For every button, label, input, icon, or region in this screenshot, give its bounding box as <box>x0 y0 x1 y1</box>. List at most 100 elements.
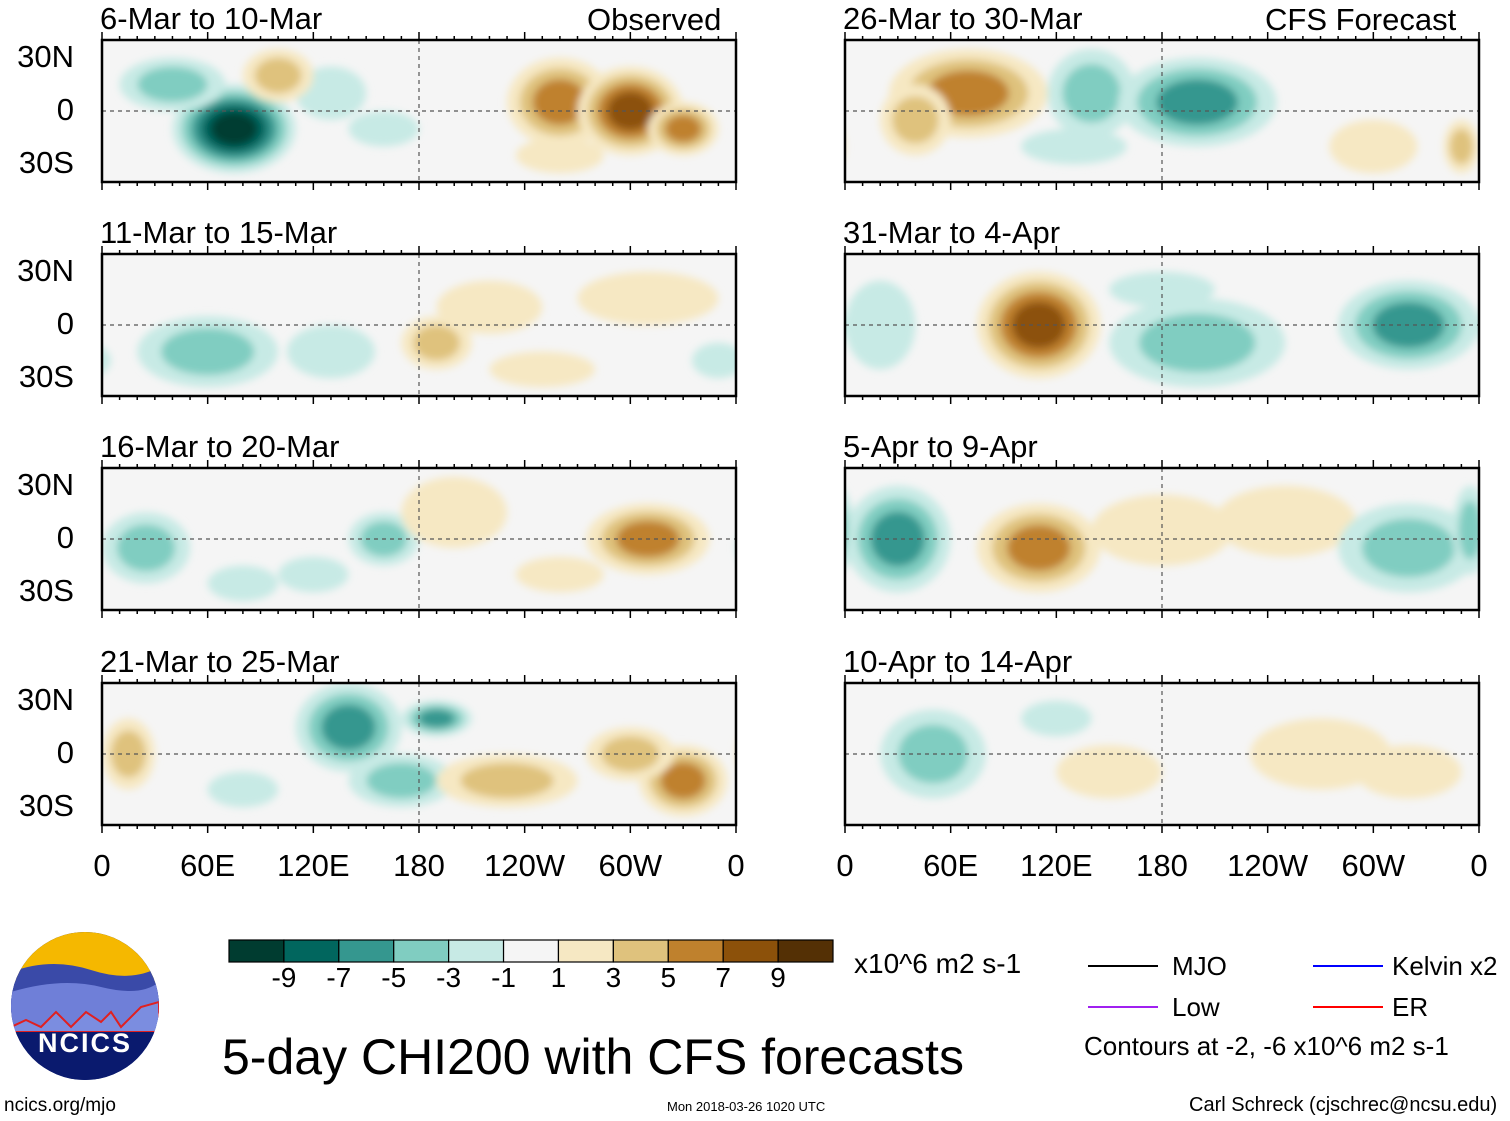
anomaly-region <box>810 120 845 173</box>
anomaly-region <box>295 66 367 120</box>
panel-title: 16-Mar to 20-Mar <box>100 429 340 464</box>
map-panel <box>100 675 789 833</box>
anomaly-region <box>210 111 258 146</box>
anomaly-region <box>1214 485 1356 557</box>
colorbar-label: -3 <box>436 962 462 993</box>
anomaly-region <box>515 137 604 174</box>
anomaly-region <box>745 731 780 778</box>
anomaly-region <box>1056 745 1162 799</box>
anomaly-region <box>1021 128 1127 165</box>
x-tick-label: 120E <box>277 848 350 883</box>
x-tick-label: 0 <box>93 848 111 883</box>
y-tick-label: 30S <box>18 573 74 609</box>
anomaly-region <box>845 491 854 569</box>
x-tick-label: 180 <box>393 848 445 883</box>
colorbar-segment <box>612 939 669 963</box>
anomaly-region <box>665 115 702 143</box>
x-tick-label: 0 <box>727 848 745 883</box>
anomaly-region <box>577 271 719 325</box>
anomaly-region <box>321 704 376 751</box>
anomaly-region <box>207 565 279 602</box>
panel-title: 10-Apr to 14-Apr <box>843 644 1073 679</box>
colorbar-segment <box>393 939 450 963</box>
logo-text: NCICS <box>37 1028 132 1058</box>
colorbar-segment <box>228 939 285 963</box>
anomaly-region <box>736 719 789 790</box>
url-label[interactable]: ncics.org/mjo <box>4 1095 116 1116</box>
colorbar-label: -5 <box>381 962 407 993</box>
colorbar-segment <box>722 939 779 963</box>
anomaly-region <box>1091 494 1233 566</box>
y-tick-label: 0 <box>56 306 74 341</box>
anomaly-region <box>137 66 208 102</box>
anomaly-region <box>927 70 1010 117</box>
anomaly-region <box>278 556 349 593</box>
anomaly-region <box>722 745 828 798</box>
anomaly-region <box>1007 525 1071 571</box>
legend-kelvin: Kelvin x2 <box>1392 951 1498 981</box>
units-label: x10^6 m2 s-1 <box>854 948 1022 979</box>
anomaly-region <box>892 96 939 144</box>
anomaly-region <box>738 302 810 348</box>
anomaly-region <box>254 57 302 94</box>
anomaly-region <box>754 58 860 111</box>
timestamp: Mon 2018-03-26 1020 UTC <box>667 1099 826 1114</box>
anomaly-region <box>736 512 824 583</box>
anomaly-region <box>691 342 736 379</box>
figure-title: 5-day CHI200 with CFS forecasts <box>222 1029 964 1085</box>
anomaly-region <box>1479 281 1510 370</box>
anomaly-region <box>102 347 111 374</box>
anomaly-region <box>515 556 604 593</box>
anomaly-region <box>751 524 809 571</box>
map-panel <box>738 246 1510 404</box>
legend-low: Low <box>1172 992 1220 1022</box>
y-tick-label: 0 <box>56 735 74 770</box>
anomaly-region <box>870 511 926 567</box>
anomaly-region <box>1329 119 1418 174</box>
colorbar-segment <box>502 939 560 963</box>
colorbar-segment <box>667 939 724 963</box>
y-tick-label: 0 <box>56 520 74 555</box>
anomaly-region <box>1062 63 1121 123</box>
anomaly-region <box>728 519 821 578</box>
anomaly-region <box>532 79 588 125</box>
author-credit: Carl Schreck (cjschrec@ncsu.edu) <box>1189 1094 1498 1116</box>
colorbar-label: 1 <box>550 962 567 993</box>
colorbar-segment <box>557 939 614 963</box>
legend-contours: Contours at -2, -6 x10^6 m2 s-1 <box>1084 1031 1449 1061</box>
anomaly-region <box>286 325 375 379</box>
colorbar-label: -9 <box>271 962 297 993</box>
anomaly-region <box>1479 486 1510 593</box>
map-panel <box>722 675 1481 833</box>
anomaly-region <box>772 67 842 102</box>
colorbar-label: 9 <box>770 962 786 993</box>
observed-label: Observed <box>587 2 722 37</box>
colorbar-label: 7 <box>715 962 731 993</box>
y-tick-label: 30S <box>18 788 74 824</box>
panel-title: 31-Mar to 4-Apr <box>843 215 1061 250</box>
x-tick-label: 60E <box>180 848 236 883</box>
x-tick-label: 60W <box>598 848 663 883</box>
colorbar-label: 5 <box>660 962 677 993</box>
colorbar-segment <box>777 939 834 963</box>
anomaly-region <box>348 111 419 147</box>
anomaly-region <box>816 129 839 164</box>
anomaly-region <box>460 763 554 799</box>
x-tick-label: 120E <box>1020 848 1093 883</box>
y-tick-label: 30N <box>17 38 74 74</box>
y-tick-label: 30N <box>17 681 74 717</box>
map-panel <box>100 246 738 404</box>
map-panel <box>728 460 1510 618</box>
anomaly-region <box>161 328 255 376</box>
panel-title: 6-Mar to 10-Mar <box>100 1 323 36</box>
panel-title: 21-Mar to 25-Mar <box>100 644 340 679</box>
anomaly-region <box>1449 128 1474 165</box>
anomaly-region <box>1362 518 1456 578</box>
anomaly-region <box>366 763 437 799</box>
x-tick-label: 0 <box>1470 848 1488 883</box>
map-panel <box>100 460 824 618</box>
anomaly-region <box>436 280 543 334</box>
y-tick-label: 30S <box>18 359 74 395</box>
anomaly-region <box>1505 512 1510 567</box>
